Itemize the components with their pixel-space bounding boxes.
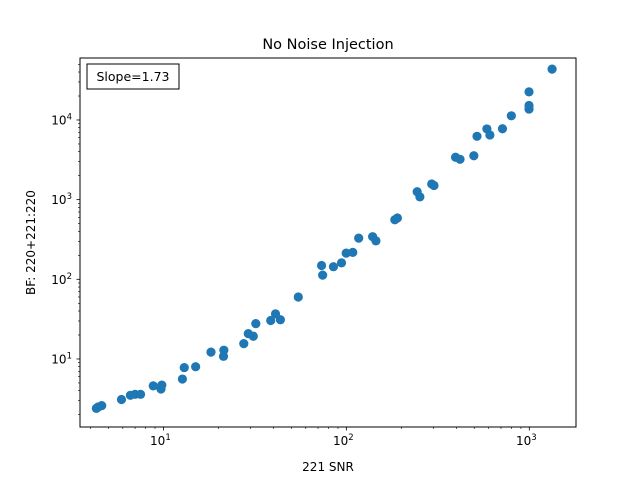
scatter-point (497, 124, 508, 134)
slope-annotation: Slope=1.73 (86, 63, 180, 90)
scatter-point (293, 292, 303, 302)
plot-area-frame (79, 57, 577, 428)
scatter-point (392, 213, 402, 223)
scatter-point (239, 338, 249, 349)
x-tick-label: 101 (150, 433, 171, 448)
y-tick-label: 103 (51, 192, 72, 207)
scatter-point (97, 400, 107, 411)
ticks-layer: 101 102 103 101 102 103 104 (51, 64, 537, 448)
scatter-point (429, 180, 439, 191)
scatter-point (157, 380, 167, 390)
x-axis-label: 221 SNR (302, 460, 354, 474)
scatter-point (472, 131, 482, 141)
scatter-point (177, 374, 187, 384)
x-tick-label: 103 (516, 433, 537, 448)
scatter-point (524, 87, 534, 97)
chart-title: No Noise Injection (262, 37, 393, 53)
points-layer (91, 64, 557, 413)
scatter-point (135, 389, 146, 399)
y-tick-label: 102 (51, 272, 72, 287)
scatter-point (318, 270, 328, 280)
scatter-point (455, 154, 465, 164)
slope-annotation-text: Slope=1.73 (97, 69, 170, 84)
scatter-point (219, 345, 229, 355)
y-axis-label: BF: 220+221:220 (24, 190, 38, 295)
scatter-point (336, 258, 347, 268)
scatter-point (348, 247, 358, 257)
scatter-point (547, 64, 557, 74)
scatter-point (415, 192, 425, 202)
scatter-point (316, 260, 327, 271)
scatter-point (354, 233, 364, 243)
scatter-point (248, 331, 258, 341)
scatter-point (266, 315, 276, 326)
scatter-point (148, 381, 158, 391)
scatter-point (371, 236, 381, 246)
scatter-point (251, 319, 261, 329)
scatter-point (469, 151, 479, 161)
slope-annotation-box (86, 63, 180, 90)
x-tick-label: 102 (333, 433, 354, 448)
scatter-point (275, 315, 285, 325)
y-tick-label: 101 (51, 351, 72, 366)
scatter-point (485, 130, 495, 140)
scatter-point (179, 362, 189, 373)
scatter-point (206, 347, 216, 357)
scatter-point (524, 100, 534, 111)
scatter-point (506, 111, 516, 121)
scatter-point (116, 394, 127, 405)
scatter-point (191, 362, 201, 372)
scatter-point (328, 262, 339, 272)
y-tick-label: 104 (51, 112, 72, 127)
